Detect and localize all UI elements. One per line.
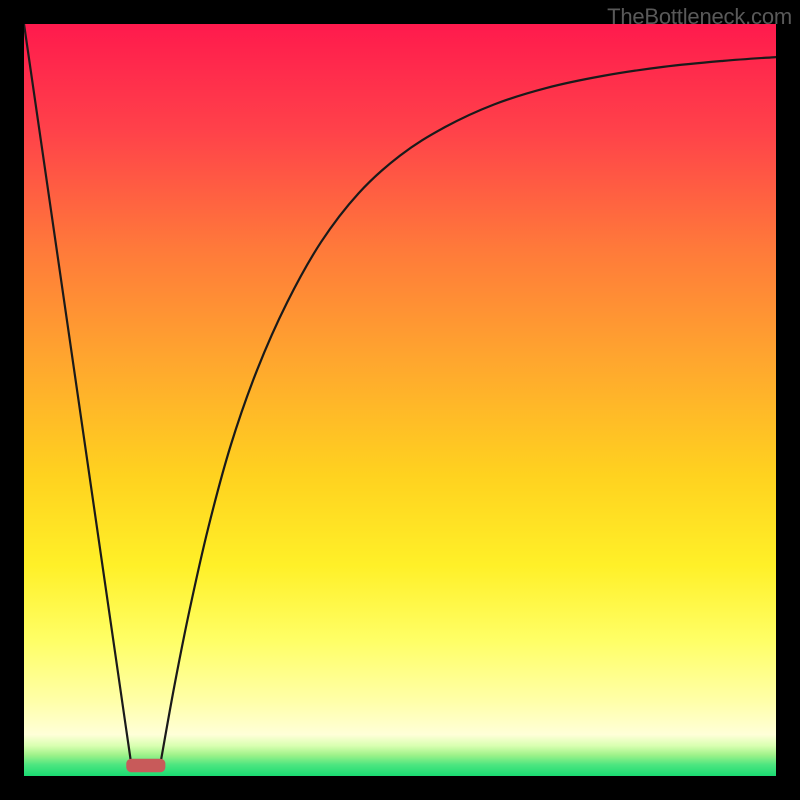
bottleneck-chart <box>0 0 800 800</box>
minimum-marker <box>126 759 165 773</box>
chart-container: TheBottleneck.com <box>0 0 800 800</box>
gradient-background <box>24 24 776 776</box>
watermark-text: TheBottleneck.com <box>607 4 792 30</box>
